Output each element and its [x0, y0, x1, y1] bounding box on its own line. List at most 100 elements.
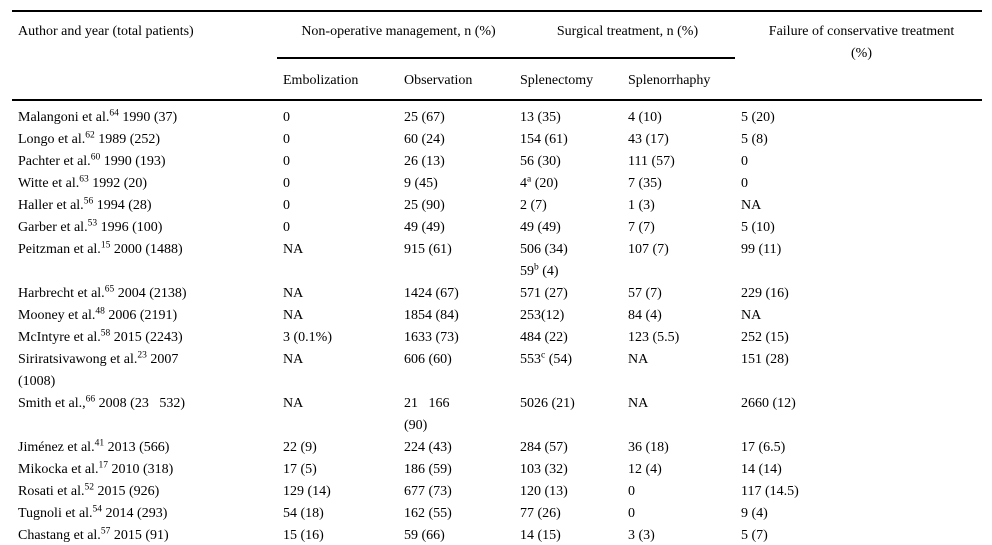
column-header-failure: Failure of conservative treatment (%)	[735, 11, 983, 101]
failure-cell: 2660 (12)	[741, 396, 796, 411]
splenectomy-cell: 77 (26)	[520, 506, 561, 521]
splenorrhaphy-cell: NA	[628, 396, 649, 411]
observation-cell: 1854 (84)	[404, 308, 459, 323]
failure-cell: 9 (4)	[741, 506, 768, 521]
embolization-cell: NA	[283, 242, 304, 257]
failure-cell: 229 (16)	[741, 286, 789, 301]
splenectomy-cell: 154 (61)	[520, 132, 568, 147]
author-cell: Mooney et al.48 2006 (2191)	[18, 306, 178, 323]
table-row: Mikocka et al.17 2010 (318) 17 (5) 186 (…	[12, 459, 982, 481]
failure-cell: 151 (28)	[741, 352, 789, 367]
splenorrhaphy-cell: 36 (18)	[628, 440, 669, 455]
splenorrhaphy-cell: 1 (3)	[628, 198, 655, 213]
observation-cell: 606 (60)	[404, 352, 452, 367]
splenectomy-cell: 56 (30)	[520, 154, 561, 169]
table-row: McIntyre et al.58 2015 (2243) 3 (0.1%) 1…	[12, 327, 982, 349]
observation-cell: 25 (67)	[404, 110, 445, 125]
observation-cell: 59 (66)	[404, 528, 445, 543]
splenic-trauma-results-table: Author and year (total patients) Non-ope…	[12, 10, 983, 545]
splenectomy-cell: 553c (54)	[520, 350, 573, 367]
failure-cell: 17 (6.5)	[741, 440, 786, 455]
embolization-cell: NA	[283, 308, 304, 323]
failure-cell: 0	[741, 154, 749, 169]
table-row: Malangoni et al.64 1990 (37) 0 25 (67) 1…	[12, 100, 982, 129]
author-cell: McIntyre et al.58 2015 (2243)	[18, 328, 183, 345]
author-cell: Smith et al.,66 2008 (23 532)	[18, 394, 185, 411]
table-row: Garber et al.53 1996 (100) 0 49 (49) 49 …	[12, 217, 982, 239]
splenorrhaphy-cell: 107 (7)	[628, 242, 669, 257]
splenorrhaphy-cell: 0	[628, 506, 635, 521]
group-header-nonoperative: Non-operative management, n (%)	[277, 11, 514, 59]
subheader-observation: Observation	[398, 58, 514, 101]
author-cell: Harbrecht et al.65 2004 (2138)	[18, 284, 187, 301]
failure-cell: 5 (7)	[741, 528, 768, 543]
author-cell: Longo et al.62 1989 (252)	[18, 130, 161, 147]
observation-cell: 26 (13)	[404, 154, 445, 169]
table-row: Mooney et al.48 2006 (2191) NA 1854 (84)…	[12, 305, 982, 327]
splenorrhaphy-cell: 7 (7)	[628, 220, 655, 235]
embolization-cell: NA	[283, 352, 304, 367]
table-header: Author and year (total patients) Non-ope…	[12, 11, 983, 101]
table-row: Jiménez et al.41 2013 (566) 22 (9) 224 (…	[12, 437, 982, 459]
table-row: Siriratsivawong et al.23 2007 (1008) NA 6…	[12, 349, 982, 393]
observation-cell: 186 (59)	[404, 462, 452, 477]
embolization-cell: 0	[283, 132, 290, 147]
table-row: Smith et al.,66 2008 (23 532) NA 21 166(…	[12, 393, 982, 437]
column-header-author: Author and year (total patients)	[12, 11, 277, 101]
author-cell: Siriratsivawong et al.23 2007 (1008)	[18, 350, 179, 389]
author-cell: Tugnoli et al.54 2014 (293)	[18, 504, 168, 521]
failure-cell: NA	[741, 198, 762, 213]
splenectomy-cell: 506 (34) 59b (4)	[520, 242, 568, 279]
embolization-cell: 129 (14)	[283, 484, 331, 499]
splenectomy-cell: 5026 (21)	[520, 396, 575, 411]
observation-cell: 25 (90)	[404, 198, 445, 213]
embolization-cell: 3 (0.1%)	[283, 330, 332, 345]
failure-cell: 117 (14.5)	[741, 484, 799, 499]
author-cell: Peitzman et al.15 2000 (1488)	[18, 240, 183, 257]
observation-cell: 1633 (73)	[404, 330, 459, 345]
embolization-cell: 54 (18)	[283, 506, 324, 521]
subheader-embolization: Embolization	[277, 58, 398, 101]
subcolumn-header-row: Embolization Observation Splenectomy Spl…	[12, 58, 982, 101]
observation-cell: 21 166 (90)	[404, 396, 450, 433]
author-cell: Mikocka et al.17 2010 (318)	[18, 460, 174, 477]
table-row: Chastang et al.57 2015 (91) 15 (16) 59 (…	[12, 525, 982, 545]
failure-cell: 5 (8)	[741, 132, 768, 147]
group-header-row: Author and year (total patients) Non-ope…	[12, 11, 983, 101]
splenectomy-cell: 284 (57)	[520, 440, 568, 455]
splenectomy-cell: 2 (7)	[520, 198, 547, 213]
observation-cell: 60 (24)	[404, 132, 445, 147]
author-cell: Rosati et al.52 2015 (926)	[18, 482, 160, 499]
author-cell: Malangoni et al.64 1990 (37)	[18, 108, 178, 125]
splenectomy-cell: 103 (32)	[520, 462, 568, 477]
splenorrhaphy-cell: NA	[628, 352, 649, 367]
splenectomy-cell: 49 (49)	[520, 220, 561, 235]
failure-cell: 99 (11)	[741, 242, 782, 257]
splenectomy-cell: 13 (35)	[520, 110, 561, 125]
observation-cell: 9 (45)	[404, 176, 438, 191]
failure-cell: 252 (15)	[741, 330, 789, 345]
splenorrhaphy-cell: 43 (17)	[628, 132, 669, 147]
embolization-cell: 0	[283, 154, 290, 169]
observation-cell: 224 (43)	[404, 440, 452, 455]
splenorrhaphy-cell: 12 (4)	[628, 462, 662, 477]
splenorrhaphy-cell: 123 (5.5)	[628, 330, 680, 345]
embolization-cell: 22 (9)	[283, 440, 317, 455]
observation-cell: 162 (55)	[404, 506, 452, 521]
observation-cell: 677 (73)	[404, 484, 452, 499]
splenorrhaphy-cell: 7 (35)	[628, 176, 662, 191]
observation-cell: 49 (49)	[404, 220, 445, 235]
splenectomy-cell: 484 (22)	[520, 330, 568, 345]
author-cell: Pachter et al.60 1990 (193)	[18, 152, 166, 169]
table-row: Longo et al.62 1989 (252) 0 60 (24) 154 …	[12, 129, 982, 151]
splenectomy-cell: 4a (20)	[520, 174, 559, 191]
embolization-cell: NA	[283, 396, 304, 411]
author-cell: Witte et al.63 1992 (20)	[18, 174, 148, 191]
group-header-surgical: Surgical treatment, n (%)	[514, 11, 736, 59]
splenorrhaphy-cell: 3 (3)	[628, 528, 655, 543]
table-row: Harbrecht et al.65 2004 (2138) NA 1424 (…	[12, 283, 982, 305]
table-row: Witte et al.63 1992 (20) 0 9 (45) 4a (20…	[12, 173, 982, 195]
table-row: Haller et al.56 1994 (28) 0 25 (90) 2 (7…	[12, 195, 982, 217]
table-row: Rosati et al.52 2015 (926) 129 (14) 677 …	[12, 481, 982, 503]
embolization-cell: 17 (5)	[283, 462, 317, 477]
